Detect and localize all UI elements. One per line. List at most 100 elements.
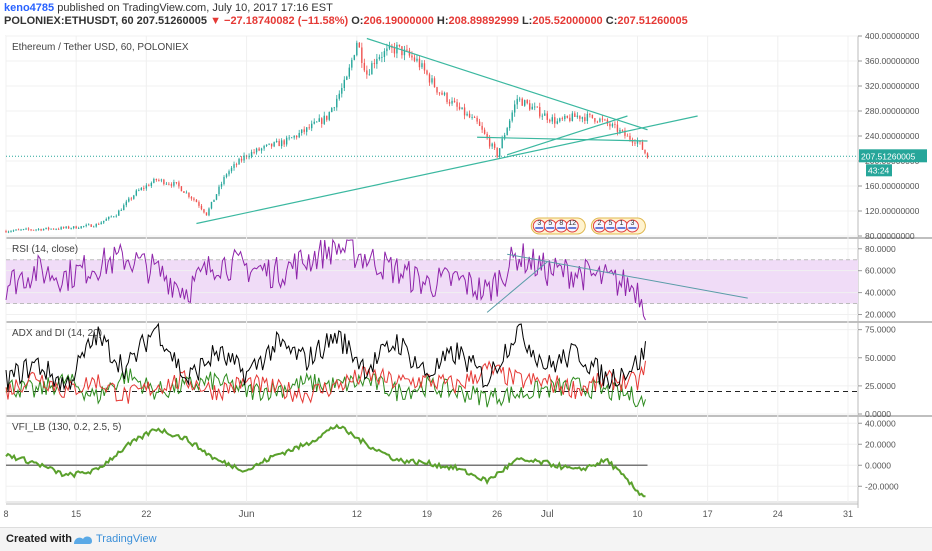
candle-body <box>453 100 456 103</box>
candle-body <box>15 229 17 231</box>
x-tick-label: 19 <box>422 509 432 519</box>
candle-body <box>556 121 558 124</box>
candle-body <box>443 92 446 95</box>
candle-body <box>368 74 371 76</box>
candle-body <box>513 104 516 113</box>
candle-body <box>574 113 576 117</box>
candle-body <box>10 231 12 232</box>
candle-body <box>396 44 398 54</box>
di-minus-line <box>5 360 646 405</box>
candle-body <box>428 74 431 83</box>
created-with-label: Created with <box>6 533 73 545</box>
price-trendline[interactable] <box>477 136 648 142</box>
price-trendline[interactable] <box>196 115 698 225</box>
y-tick-label: 320.00000000 <box>865 81 920 91</box>
candle-body <box>230 167 233 172</box>
author-link[interactable]: keno4785 <box>4 2 55 14</box>
candle-body <box>180 186 183 192</box>
publish-line: keno4785 published on TradingView.com, J… <box>4 2 688 15</box>
candle-body <box>130 198 132 200</box>
candle-body <box>363 62 366 71</box>
last-price-tag <box>859 149 927 163</box>
candle-body <box>346 76 348 80</box>
candle-body <box>135 190 138 196</box>
candle-body <box>546 113 548 120</box>
x-tick-label: 10 <box>632 509 642 519</box>
last-price-tag-label: 207.51260005 <box>861 151 916 161</box>
candle-body <box>526 100 528 104</box>
countdown-tag <box>866 164 892 177</box>
candle-body <box>168 183 170 185</box>
candle-body <box>158 180 160 181</box>
candle-body <box>47 227 50 230</box>
candle-body <box>275 140 278 143</box>
candle-body <box>411 55 413 58</box>
candle-body <box>265 144 268 146</box>
candle-body <box>441 92 443 95</box>
close-label: C: <box>605 15 618 27</box>
candle-body <box>195 199 198 203</box>
candle-body <box>260 148 263 151</box>
price-trendline[interactable] <box>506 115 628 156</box>
candle-body <box>240 158 243 161</box>
candle-body <box>398 44 401 47</box>
candle-body <box>616 124 619 132</box>
candle-body <box>173 182 175 186</box>
tradingview-brand-link[interactable]: TradingView <box>96 533 157 545</box>
candle-body <box>353 55 356 60</box>
candle-body <box>521 98 523 106</box>
candle-body <box>351 59 353 68</box>
economic-event-flag-icon[interactable] <box>565 219 579 233</box>
y-tick-label: 50.0000 <box>865 353 896 363</box>
x-tick-label: 15 <box>71 509 81 519</box>
x-tick-label: Jul <box>541 509 554 520</box>
candle-body <box>468 113 471 118</box>
candle-body <box>413 57 416 61</box>
candle-body <box>371 63 373 75</box>
candle-body <box>113 216 115 218</box>
economic-event-flag-icon[interactable] <box>625 219 639 233</box>
candle-body <box>408 50 411 56</box>
candle-body <box>225 174 228 177</box>
candle-body <box>599 118 601 122</box>
candle-body <box>584 117 586 121</box>
adx-pane-title: ADX and DI (14, 20) <box>12 328 102 339</box>
candle-body <box>589 113 591 115</box>
candle-body <box>406 49 408 51</box>
candle-body <box>128 198 130 202</box>
candle-body <box>624 130 626 136</box>
down-arrow-icon: ▼ <box>210 15 221 27</box>
candle-body <box>170 184 173 186</box>
candle-body <box>103 220 105 223</box>
candle-body <box>388 45 391 49</box>
candle-body <box>110 216 112 218</box>
countdown-label: 43:24 <box>868 165 890 175</box>
candle-body <box>263 145 265 149</box>
candle-body <box>255 148 258 153</box>
candle-body <box>228 171 230 175</box>
candle-body <box>338 93 340 99</box>
candle-body <box>614 124 616 125</box>
candle-body <box>321 118 323 124</box>
candle-body <box>373 63 376 65</box>
candle-body <box>471 116 473 118</box>
price-trendline[interactable] <box>366 37 648 131</box>
di-plus-line <box>5 368 646 408</box>
candle-body <box>458 106 461 110</box>
vfi-line <box>5 423 646 498</box>
candle-body <box>62 227 65 228</box>
candle-body <box>77 228 80 229</box>
candle-body <box>323 115 325 124</box>
high-label: H: <box>436 15 449 27</box>
candle-body <box>586 113 589 121</box>
candle-body <box>30 229 32 231</box>
rsi-trendline[interactable] <box>486 261 548 313</box>
y-tick-label: 20.0000 <box>865 439 896 449</box>
rsi-trendline[interactable] <box>507 253 748 299</box>
candle-body <box>544 113 546 116</box>
candle-body <box>416 58 418 61</box>
candle-body <box>564 115 566 120</box>
candle-body <box>438 92 441 94</box>
candle-body <box>105 218 107 221</box>
